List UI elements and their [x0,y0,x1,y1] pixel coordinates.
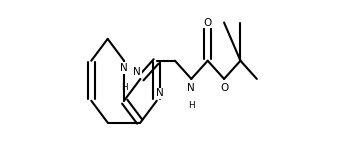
Text: N: N [156,88,164,98]
Text: O: O [204,17,212,27]
Text: H: H [121,83,127,92]
Text: N: N [187,83,195,93]
Text: H: H [188,101,195,110]
Text: N: N [120,63,128,73]
Text: O: O [220,83,228,93]
Text: N: N [133,67,141,77]
